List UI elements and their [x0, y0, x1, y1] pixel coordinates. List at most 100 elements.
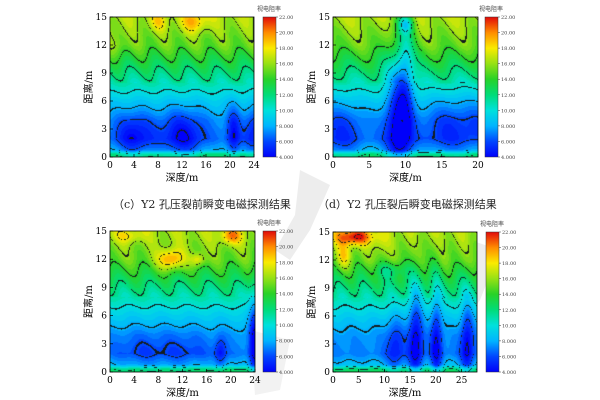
- colorbar-tick-label: 20.00: [279, 245, 293, 251]
- y-tick-label: 9: [101, 283, 107, 293]
- colorbar-tick-label: 4.000: [279, 155, 293, 161]
- colorbar-tick-label: 14.00: [501, 77, 515, 83]
- y-axis-label: 距离/m: [305, 285, 318, 318]
- colorbar-tick-label: 6.000: [279, 354, 293, 360]
- colorbar-tick-label: 12.00: [279, 93, 293, 99]
- x-axis-label: 深度/m: [389, 386, 422, 399]
- y-tick-label: 9: [324, 69, 330, 79]
- colorbar-tick-label: 20.00: [279, 31, 293, 37]
- colorbar-title: 视电阻率: [257, 219, 281, 227]
- colorbar-tick-label: 18.00: [502, 261, 516, 267]
- colorbar-tick-label: 8.000: [501, 124, 515, 130]
- colorbar-tick-label: 18.00: [501, 46, 515, 52]
- colorbar-tick-label: 4.000: [502, 370, 516, 376]
- x-tick-label: 5: [356, 376, 362, 386]
- plot-frame: [332, 231, 478, 373]
- colorbar-tick-label: 18.00: [279, 46, 293, 52]
- x-tick-label: 12: [176, 161, 187, 171]
- x-tick-label: 5: [366, 161, 372, 171]
- x-tick-label: 4: [131, 161, 137, 171]
- colorbar-tick-label: 12.00: [501, 93, 515, 99]
- caption-d: （d）Y2 孔压裂后瞬变电磁探测结果: [318, 198, 497, 211]
- y-tick-label: 9: [324, 284, 330, 294]
- x-tick-label: 0: [107, 376, 113, 386]
- colorbar-tick-label: 20.00: [502, 246, 516, 252]
- x-tick-label: 0: [107, 161, 113, 171]
- x-tick-label: 20: [225, 376, 237, 386]
- colorbar: [485, 231, 500, 373]
- y-tick-label: 6: [101, 312, 107, 322]
- y-tick-label: 0: [101, 153, 107, 163]
- colorbar-tick-label: 22.00: [279, 229, 293, 235]
- y-tick-label: 3: [101, 340, 107, 350]
- colorbar-tick-label: 8.000: [279, 124, 293, 130]
- x-tick-label: 20: [224, 161, 236, 171]
- y-tick-label: 6: [324, 312, 330, 322]
- x-axis-label: 深度/m: [389, 171, 422, 184]
- x-tick-label: 20: [472, 161, 484, 171]
- colorbar-tick-label: 16.00: [501, 62, 515, 68]
- x-tick-label: 24: [249, 376, 261, 386]
- colorbar-tick-label: 8.000: [279, 339, 293, 345]
- colorbar-tick-label: 6.000: [502, 354, 516, 360]
- y-tick-label: 15: [319, 13, 331, 23]
- y-tick-label: 3: [324, 125, 330, 135]
- x-tick-label: 16: [200, 161, 212, 171]
- y-tick-label: 12: [319, 256, 330, 266]
- colorbar-tick-label: 8.000: [502, 339, 516, 345]
- y-axis-label: 距离/m: [305, 70, 318, 103]
- colorbar-tick-label: 16.00: [279, 276, 293, 282]
- y-tick-label: 0: [101, 368, 107, 378]
- x-tick-label: 8: [155, 161, 161, 171]
- x-tick-label: 0: [330, 376, 336, 386]
- x-tick-label: 8: [155, 376, 161, 386]
- colorbar-tick-label: 6.000: [279, 139, 293, 145]
- colorbar-tick-label: 10.00: [279, 108, 293, 114]
- x-axis-label: 深度/m: [166, 171, 199, 184]
- colorbar-tick-label: 14.00: [279, 77, 293, 83]
- colorbar-tick-label: 10.00: [502, 323, 516, 329]
- colorbar-tick-label: 20.00: [501, 31, 515, 37]
- colorbar-tick-label: 22.00: [501, 15, 515, 21]
- colorbar: [262, 230, 277, 373]
- y-tick-label: 6: [101, 97, 107, 107]
- colorbar-tick-label: 12.00: [502, 308, 516, 314]
- colorbar-tick-label: 16.00: [502, 277, 516, 283]
- colorbar-tick-label: 14.00: [502, 292, 516, 298]
- y-tick-label: 12: [96, 255, 107, 265]
- resistivity-field: [110, 17, 254, 157]
- x-tick-label: 0: [330, 161, 336, 171]
- y-axis-label: 距离/m: [82, 285, 95, 318]
- y-tick-label: 15: [96, 13, 108, 23]
- x-tick-label: 10: [400, 161, 412, 171]
- x-tick-label: 20: [430, 376, 442, 386]
- x-axis-label: 深度/m: [166, 386, 199, 399]
- y-axis-label: 距离/m: [82, 70, 95, 103]
- y-tick-label: 12: [319, 41, 330, 51]
- x-tick-label: 25: [456, 376, 468, 386]
- y-tick-label: 9: [101, 69, 107, 79]
- x-tick-label: 12: [177, 376, 188, 386]
- colorbar: [262, 16, 277, 158]
- colorbar-title: 视电阻率: [480, 220, 504, 228]
- caption-c: （c）Y2 孔压裂前瞬变电磁探测结果: [113, 198, 291, 211]
- y-tick-label: 0: [324, 368, 330, 378]
- resistivity-field: [110, 231, 255, 372]
- y-tick-label: 12: [96, 41, 107, 51]
- colorbar-tick-label: 22.00: [279, 15, 293, 21]
- x-tick-label: 15: [404, 376, 416, 386]
- colorbar-tick-label: 4.000: [501, 155, 515, 161]
- colorbar-title: 视电阻率: [479, 5, 503, 13]
- resistivity-field: [333, 232, 477, 372]
- y-tick-label: 15: [96, 227, 108, 237]
- x-tick-label: 15: [436, 161, 448, 171]
- x-tick-label: 24: [248, 161, 260, 171]
- x-tick-label: 10: [379, 376, 391, 386]
- colorbar-tick-label: 16.00: [279, 62, 293, 68]
- colorbar-tick-label: 18.00: [279, 260, 293, 266]
- x-tick-label: 4: [131, 376, 137, 386]
